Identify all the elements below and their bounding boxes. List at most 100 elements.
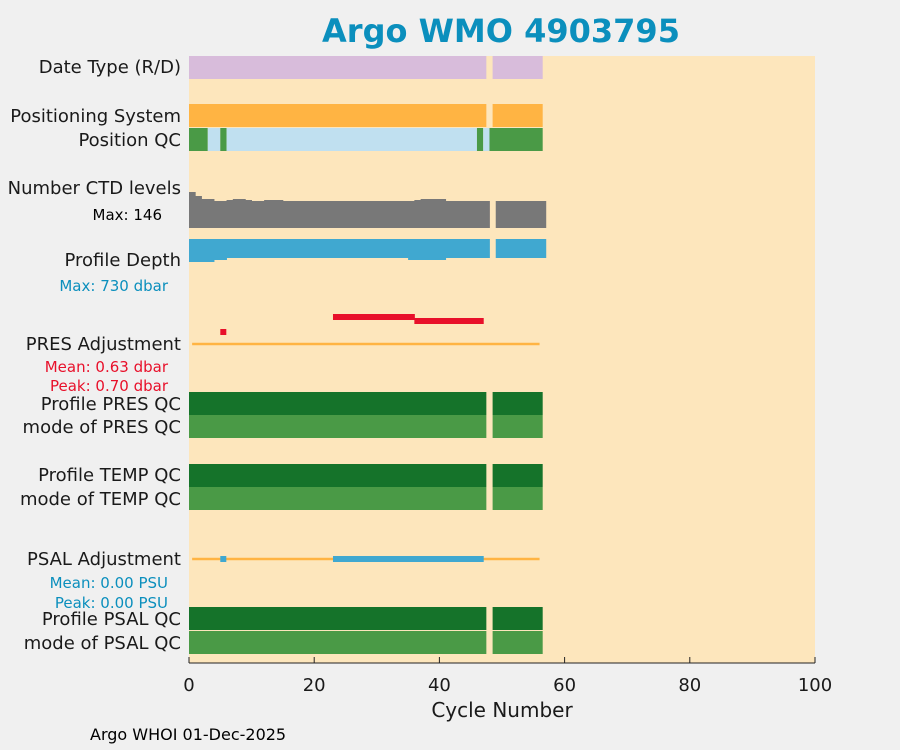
pres-adjustment-point — [414, 318, 422, 324]
ctd-levels-bar — [514, 201, 522, 228]
profile-depth-bar — [276, 239, 284, 258]
profile-depth-bar — [464, 239, 472, 258]
pres-adjustment-point — [339, 314, 346, 320]
psal-adjustment-point — [458, 556, 465, 562]
profile-depth-bar — [401, 239, 409, 258]
ctd-levels-bar — [201, 199, 209, 228]
profile-depth-bar — [339, 239, 346, 258]
pres-adjustment-point — [364, 314, 372, 320]
profile-depth-bar — [520, 239, 528, 258]
ctd-levels-bar — [301, 201, 309, 228]
profile-psal-qc-bar-segment-a — [189, 607, 487, 630]
date-type-bar-segment-b — [492, 56, 543, 79]
positioning-system-bar-segment-b — [492, 104, 543, 127]
ctd-levels-bar — [458, 201, 465, 228]
psal-adjustment-point — [401, 556, 409, 562]
ctd-levels-bar — [332, 201, 340, 228]
ctd-levels-bar — [232, 199, 240, 228]
ctd-levels-bar — [264, 200, 271, 228]
profile-depth-bar — [389, 239, 396, 258]
pres-adjustment-point — [332, 314, 340, 320]
psal-adjustment-point — [345, 556, 353, 562]
pres-adjustment-point — [220, 329, 227, 335]
pres-adjustment-point — [470, 318, 478, 324]
ctd-levels-bar — [289, 201, 296, 228]
ctd-levels-bar — [414, 200, 422, 228]
ctd-levels-bar — [358, 201, 365, 228]
profile-depth-bar — [502, 239, 509, 258]
profile-depth-bar — [439, 239, 447, 260]
ctd-levels-bar — [408, 201, 415, 228]
pres-adjustment-point — [351, 314, 359, 320]
pres-adjustment-point — [401, 314, 409, 320]
ctd-levels-bar — [214, 201, 221, 228]
psal-adjustment-point — [476, 556, 484, 562]
mode-pres-qc-bar-segment-b — [492, 415, 543, 438]
pres-adjustment-point — [451, 318, 459, 324]
profile-depth-bar — [195, 239, 202, 262]
profile-depth-bar — [527, 239, 534, 258]
profile-depth-bar — [408, 239, 415, 260]
profile-temp-qc-bar-segment-b — [492, 464, 543, 487]
psal-adjustment-point — [395, 556, 403, 562]
profile-temp-qc-bar-segment-a — [189, 464, 487, 487]
ctd-levels-bar — [195, 196, 202, 228]
profile-depth-max: Max: 730 dbar — [59, 277, 168, 295]
ctd-levels-bar — [508, 201, 515, 228]
ctd-levels-bar — [401, 201, 409, 228]
profile-pres-qc-bar-segment-a — [189, 392, 487, 415]
profile-depth-bar — [314, 239, 321, 258]
profile-depth-bar — [307, 239, 315, 258]
label-psal-adjustment: PSAL Adjustment — [27, 549, 181, 570]
ctd-levels-bar — [495, 201, 503, 228]
positioning-system-bar-segment-a — [189, 104, 487, 127]
profile-depth-bar — [251, 239, 259, 258]
psal-adjustment-point — [370, 556, 378, 562]
label-position-qc: Position QC — [78, 130, 181, 151]
pres-adjustment-point — [445, 318, 453, 324]
profile-depth-bar — [470, 239, 478, 258]
label-profile-depth: Profile Depth — [64, 250, 181, 271]
pres-adjustment-point — [426, 318, 434, 324]
profile-pres-qc-bar-segment-b — [492, 392, 543, 415]
pres-adjustment-point — [408, 314, 415, 320]
label-mode-psal-qc: mode of PSAL QC — [24, 633, 181, 654]
profile-psal-qc-bar-segment-b — [492, 607, 543, 630]
ctd-levels-bar — [426, 199, 434, 228]
x-tick-label: 60 — [553, 675, 576, 696]
profile-depth-bar — [383, 239, 390, 258]
profile-depth-bar — [483, 239, 490, 258]
mode-psal-qc-bar-segment-b — [492, 631, 543, 654]
profile-depth-bar — [508, 239, 515, 258]
label-mode-pres-qc: mode of PRES QC — [23, 417, 181, 438]
ctd-levels-bar — [539, 201, 547, 228]
psal-adjustment-point — [351, 556, 359, 562]
psal-adjustment-point — [383, 556, 390, 562]
profile-depth-bar — [214, 239, 221, 260]
pres-adjustment-point — [420, 318, 428, 324]
psal-adjustment-point — [414, 556, 422, 562]
ctd-levels-bar — [189, 192, 196, 228]
pres-adjustment-point — [389, 314, 397, 320]
profile-depth-bar — [232, 239, 240, 258]
profile-depth-bar — [351, 239, 359, 258]
x-axis-label: Cycle Number — [431, 698, 573, 722]
pres-adjustment-point — [476, 318, 484, 324]
mode-psal-qc-bar-segment-a — [189, 631, 487, 654]
profile-depth-bar — [239, 239, 246, 258]
psal-adjustment-point — [451, 556, 459, 562]
position-qc-segment — [189, 128, 208, 151]
profile-depth-bar — [189, 239, 196, 262]
ctd-levels-bar — [326, 201, 334, 228]
label-number-ctd-levels: Number CTD levels — [8, 178, 181, 199]
profile-depth-bar — [376, 239, 384, 258]
ctd-levels-bar — [533, 201, 540, 228]
psal-adjustment-point — [426, 556, 434, 562]
profile-depth-bar — [445, 239, 453, 258]
psal-adjustment-point — [464, 556, 472, 562]
ctd-levels-bar — [470, 201, 478, 228]
ctd-levels-bar — [376, 201, 384, 228]
ctd-levels-bar — [420, 199, 428, 228]
pres-adjustment-point — [439, 318, 447, 324]
